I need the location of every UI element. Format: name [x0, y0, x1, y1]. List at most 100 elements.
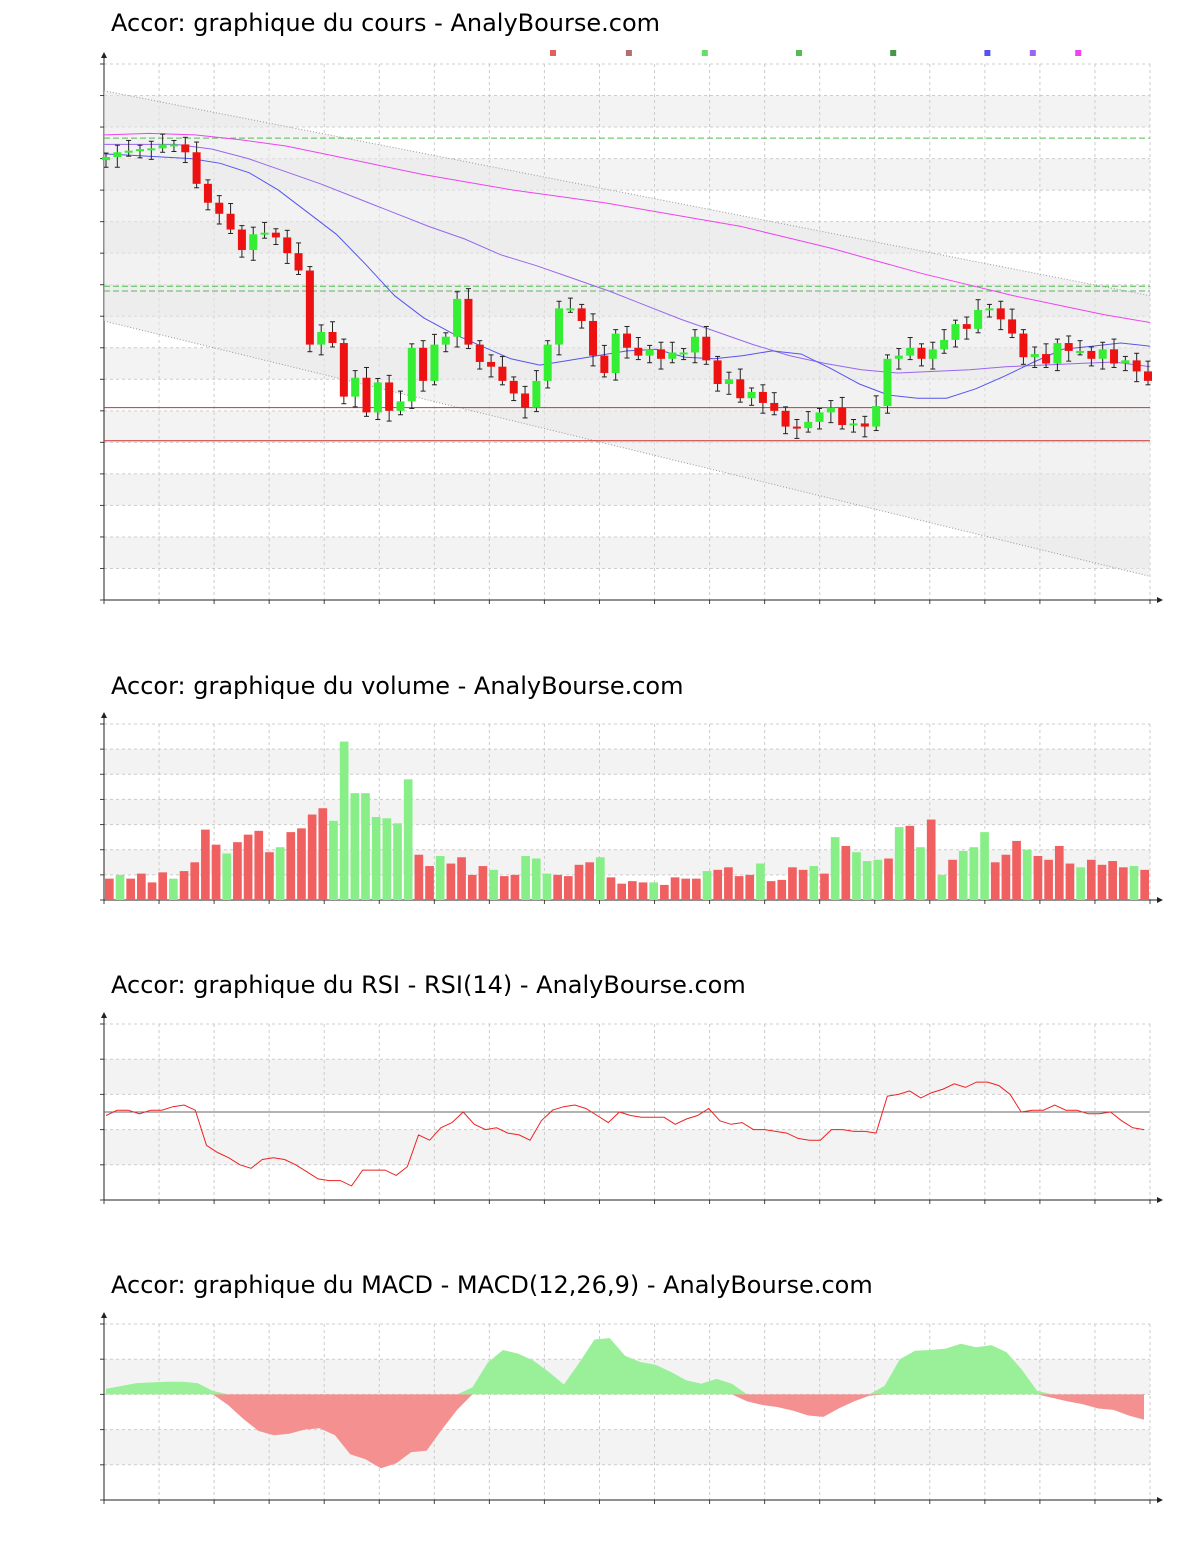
volume-chart	[100, 712, 1163, 904]
volume-bar	[286, 832, 296, 900]
price-chart	[100, 50, 1163, 604]
price-candle	[441, 336, 450, 345]
price-candle	[1144, 371, 1152, 381]
volume-bar	[670, 877, 680, 900]
volume-bar	[478, 866, 488, 900]
volume-bar	[137, 873, 146, 900]
price-candle	[181, 144, 190, 153]
volume-bar	[339, 741, 349, 900]
volume-bar	[926, 819, 936, 900]
trend-channel-upper	[103, 90, 1151, 297]
price-candle	[906, 347, 915, 356]
price-candle	[124, 150, 133, 153]
volume-bar	[563, 876, 573, 900]
price-candle	[555, 308, 564, 345]
x-axis-arrow	[1157, 1497, 1163, 1503]
volume-bar	[275, 847, 285, 900]
volume-bar	[542, 873, 552, 900]
volume-bar	[126, 878, 136, 900]
volume-bar	[937, 874, 947, 900]
volume-bar	[958, 850, 968, 900]
volume-bar	[158, 872, 168, 900]
volume-bar	[873, 859, 883, 900]
volume-bar	[1097, 864, 1107, 900]
volume-bar	[980, 832, 989, 900]
chart-title: Accor: graphique du volume - AnalyBourse…	[111, 672, 684, 700]
price-candle	[1132, 360, 1141, 372]
price-candle	[135, 149, 144, 152]
price-candle	[781, 410, 790, 427]
legend-swatch	[890, 50, 897, 56]
price-candle	[305, 270, 314, 345]
price-candle	[645, 349, 654, 356]
price-candle	[328, 332, 337, 344]
volume-bar	[489, 869, 498, 900]
volume-bar	[318, 808, 328, 900]
volume-bar	[446, 863, 456, 900]
trend-channel-lower	[103, 320, 1151, 577]
price-candle	[770, 402, 779, 411]
volume-bar	[329, 820, 338, 900]
volume-bar	[852, 852, 861, 900]
volume-bar	[467, 874, 477, 900]
price-candle	[1098, 349, 1107, 359]
volume-bar	[574, 864, 584, 900]
volume-bar	[628, 881, 637, 900]
price-candle	[1030, 354, 1039, 358]
volume-bar	[660, 884, 669, 900]
volume-bar	[1108, 861, 1117, 900]
volume-bar	[766, 881, 776, 900]
price-candle	[419, 347, 428, 381]
price-candle	[362, 377, 371, 413]
volume-bar	[585, 862, 594, 900]
volume-bar	[595, 857, 605, 900]
volume-bar	[1140, 869, 1149, 900]
volume-bar	[553, 874, 562, 900]
volume-bar	[350, 793, 360, 900]
price-candle	[1110, 349, 1119, 364]
volume-bar	[179, 871, 189, 900]
price-candle	[792, 426, 801, 429]
volume-bar	[969, 847, 979, 900]
legend-swatch	[984, 50, 991, 56]
chart-title: Accor: graphique du RSI - RSI(14) - Anal…	[111, 971, 746, 999]
price-candle	[385, 382, 394, 411]
volume-bar	[190, 862, 200, 900]
volume-bar	[702, 871, 712, 900]
plot-band	[104, 749, 1150, 775]
price-candle	[1008, 319, 1017, 334]
volume-bar	[692, 878, 701, 900]
volume-bar	[233, 842, 242, 900]
volume-bar	[297, 828, 306, 900]
volume-bar	[393, 823, 402, 900]
volume-bar	[649, 882, 659, 900]
volume-bar	[905, 825, 915, 900]
price-candle	[600, 355, 609, 373]
price-candle	[373, 382, 382, 413]
plot-band	[104, 1059, 1150, 1095]
volume-bar	[169, 878, 178, 900]
volume-bar	[499, 876, 509, 900]
legend-swatch	[550, 50, 556, 56]
price-candle	[668, 352, 677, 359]
price-candle	[860, 423, 869, 427]
volume-bar	[862, 861, 872, 900]
y-axis-arrow	[101, 712, 107, 718]
macd-chart	[100, 1312, 1163, 1504]
price-candle	[158, 144, 167, 149]
x-axis-arrow	[1157, 897, 1163, 903]
price-candle	[237, 229, 246, 251]
volume-bar	[990, 862, 1000, 900]
volume-bar	[403, 779, 413, 900]
price-candle	[974, 309, 983, 329]
chart-title: Accor: graphique du MACD - MACD(12,26,9)…	[111, 1271, 873, 1299]
price-candle	[611, 333, 620, 373]
price-candle	[1087, 350, 1096, 359]
price-candle	[464, 298, 473, 345]
volume-bar	[254, 830, 264, 900]
volume-bar	[1044, 859, 1053, 900]
price-candle	[589, 320, 598, 356]
price-candle	[1076, 350, 1085, 353]
volume-bar	[756, 863, 765, 900]
volume-bar	[147, 882, 157, 900]
